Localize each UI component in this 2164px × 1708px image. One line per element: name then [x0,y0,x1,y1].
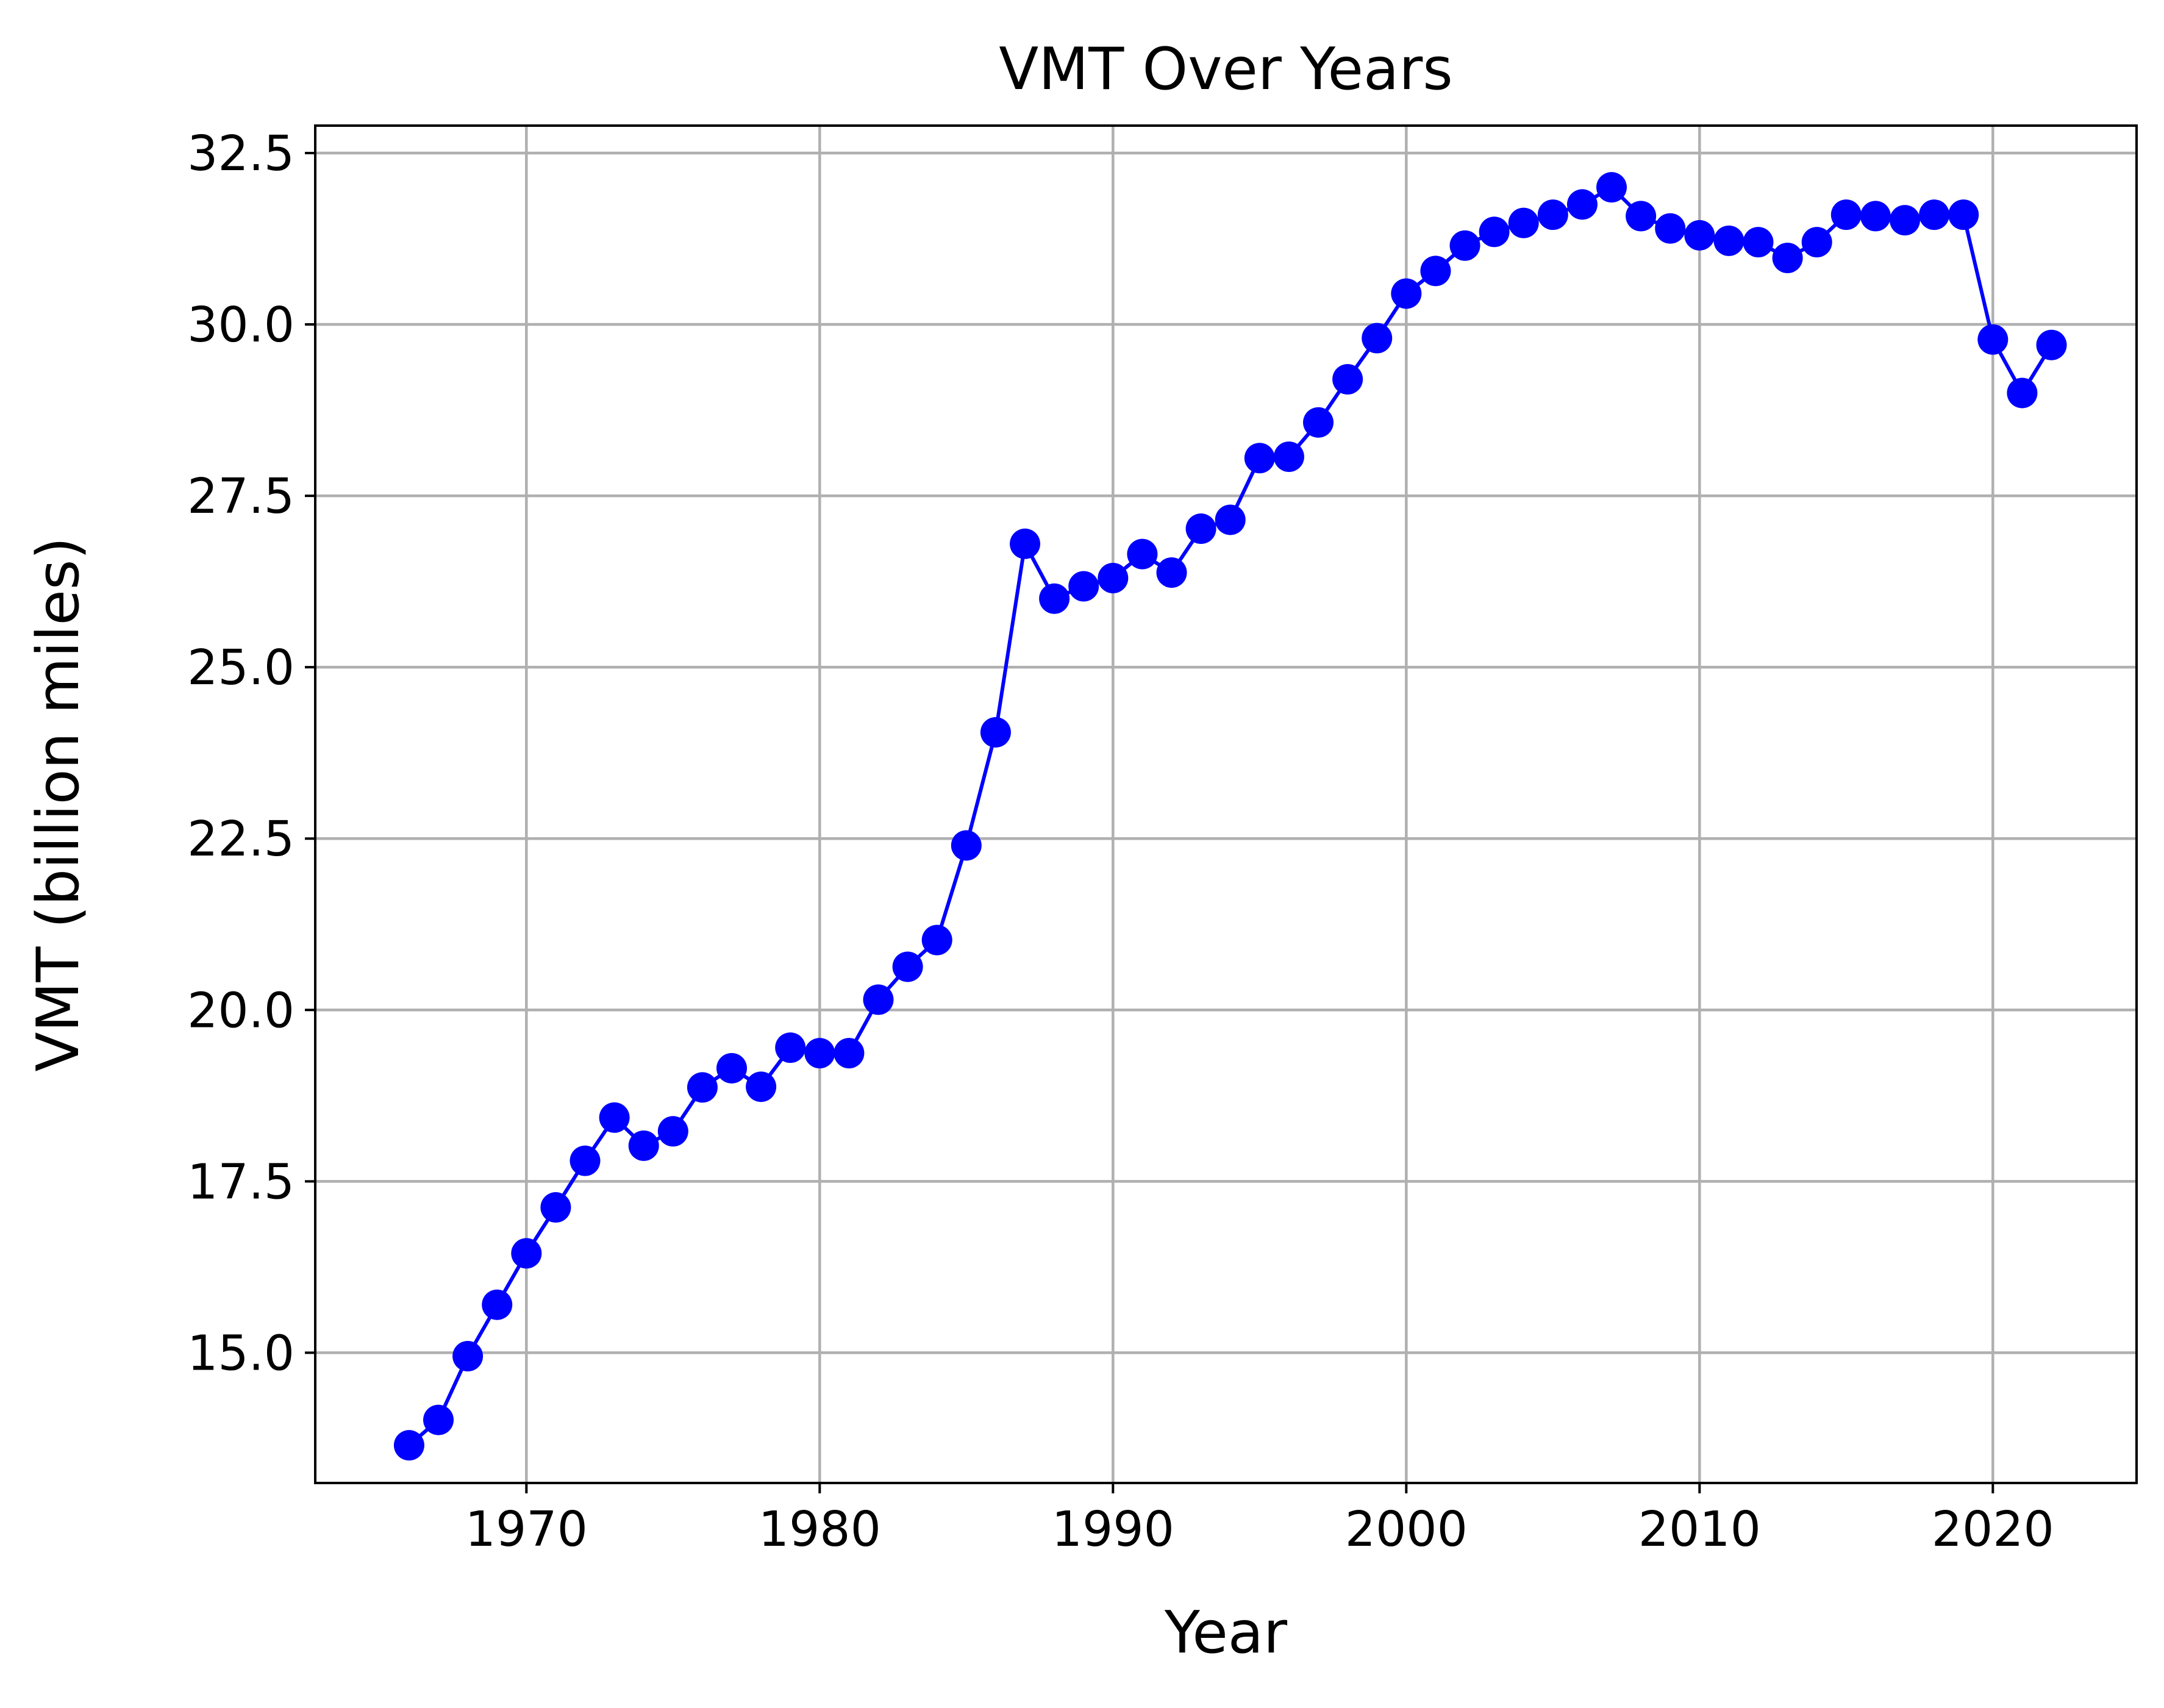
data-point [393,1430,424,1461]
data-point [599,1102,630,1133]
data-point [2007,377,2038,409]
data-point [540,1192,571,1223]
data-point [951,830,982,861]
data-point [1801,227,1832,258]
data-point [1332,363,1363,395]
y-tick-label: 32.5 [187,126,295,182]
data-point [657,1116,688,1147]
y-tick-label: 20.0 [187,982,295,1038]
data-point [1860,201,1891,232]
axis-ticks [305,151,1994,1493]
data-point [1743,227,1774,258]
y-tick-label: 22.5 [187,811,295,867]
data-point [1684,220,1715,251]
data-point [452,1341,484,1372]
data-point [863,984,894,1015]
data-point [423,1404,454,1435]
y-tick-label: 25.0 [187,640,295,696]
data-point [687,1072,718,1103]
data-point [1127,538,1158,570]
data-point [1039,583,1070,614]
data-point [1449,230,1480,261]
series-markers [393,172,2067,1461]
data-point [746,1071,777,1102]
x-tick-label: 1980 [759,1501,881,1557]
y-tick-label: 17.5 [187,1154,295,1210]
y-axis-label: VMT (billion miles) [25,537,92,1072]
data-point [1713,225,1744,256]
y-tick-label: 27.5 [187,468,295,524]
data-point [1420,255,1451,287]
data-point [1273,441,1304,473]
chart-title: VMT Over Years [999,36,1453,103]
y-tick-label: 30.0 [187,297,295,353]
data-point [892,951,923,982]
data-point [1068,571,1099,602]
data-point [1303,407,1334,438]
data-point [1010,528,1041,559]
x-tick-label: 2020 [1932,1501,2054,1557]
data-point [511,1238,542,1269]
data-point [1391,278,1422,309]
data-point [1479,216,1510,248]
tick-labels: 1970 1980 1990 2000 2010 2020 15.0 17.5 20.0 22.5… [187,126,2054,1557]
data-point [1098,563,1129,593]
data-point [628,1130,659,1161]
data-point [1772,242,1803,273]
data-point [482,1289,513,1320]
data-point [1362,323,1393,354]
data-point [1566,189,1598,220]
data-point [1655,213,1686,244]
x-tick-label: 1970 [465,1501,588,1557]
x-axis-label: Year [1164,1599,1288,1667]
data-point [570,1145,601,1176]
x-tick-label: 1990 [1052,1501,1174,1557]
x-tick-label: 2010 [1638,1501,1761,1557]
data-point [1830,199,1862,230]
y-tick-label: 15.0 [187,1325,295,1381]
data-point [1215,504,1246,535]
data-point [2036,329,2067,360]
data-point [1890,205,1921,236]
x-tick-label: 2000 [1345,1501,1468,1557]
data-point [980,716,1011,748]
data-point [1596,172,1627,203]
data-point [1626,201,1657,232]
data-point [1185,513,1216,545]
data-point [1948,199,1979,230]
data-point [1919,199,1950,230]
axes-frame [314,124,2138,1484]
data-point [1977,324,2009,355]
data-point [1244,443,1275,474]
data-point [804,1038,835,1069]
data-point [1508,207,1539,238]
data-point [921,924,952,956]
data-point [1156,557,1187,588]
data-point [716,1052,748,1084]
data-point [834,1038,865,1069]
data-point [1537,199,1568,230]
data-point [775,1032,806,1063]
